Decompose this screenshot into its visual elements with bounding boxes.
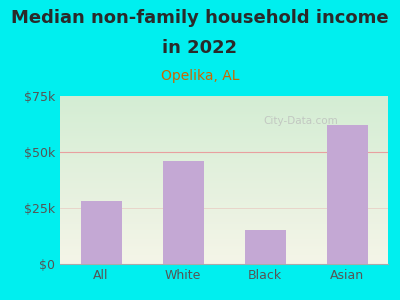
- Text: Median non-family household income: Median non-family household income: [11, 9, 389, 27]
- Bar: [326, 125, 368, 264]
- Text: Opelika, AL: Opelika, AL: [161, 69, 239, 83]
- Text: in 2022: in 2022: [162, 39, 238, 57]
- Text: City-Data.com: City-Data.com: [263, 116, 338, 126]
- Bar: [162, 161, 204, 264]
- Bar: [244, 230, 286, 264]
- Bar: [80, 201, 122, 264]
